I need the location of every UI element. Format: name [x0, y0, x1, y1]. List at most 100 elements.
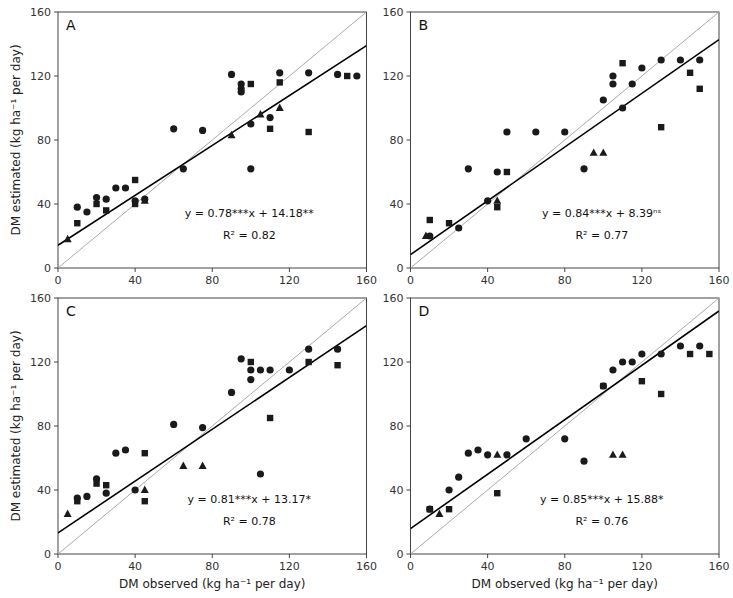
panel-label: B [419, 17, 429, 33]
point [638, 350, 645, 357]
y-tick [54, 140, 58, 141]
x-tick-label: 80 [205, 274, 219, 287]
point [334, 71, 341, 78]
point [122, 184, 129, 191]
point [474, 446, 481, 453]
point [580, 458, 587, 465]
point [494, 490, 500, 496]
regression-line [411, 40, 720, 255]
point [696, 56, 703, 63]
point [619, 104, 626, 111]
x-tick-label: 40 [128, 560, 142, 573]
point [629, 80, 636, 87]
point [83, 208, 90, 215]
y-tick [54, 362, 58, 363]
y-tick [407, 204, 411, 205]
point [276, 104, 284, 111]
x-tick [641, 554, 642, 558]
annotation: y = 0.78***x + 14.18** [185, 207, 314, 220]
y-tick-label: 0 [44, 548, 51, 561]
point [677, 56, 684, 63]
point [93, 194, 100, 201]
point [64, 510, 72, 517]
point [465, 450, 472, 457]
point [112, 184, 119, 191]
point [267, 415, 273, 421]
reference-line [411, 298, 720, 554]
point [427, 217, 433, 223]
y-tick [407, 298, 411, 299]
panel: 0408012016004080120160Cy = 0.81***x + 13… [9, 292, 377, 591]
point [344, 73, 350, 79]
panel-label: C [66, 303, 76, 319]
x-tick [564, 554, 565, 558]
y-tick-label: 80 [37, 134, 51, 147]
x-tick [410, 268, 411, 272]
point [658, 124, 664, 130]
point [334, 346, 341, 353]
annotation: y = 0.81***x + 13.17* [188, 493, 312, 506]
x-tick [212, 554, 213, 558]
point [687, 70, 693, 76]
point [142, 498, 148, 504]
reference-line [58, 298, 367, 554]
point [658, 350, 665, 357]
y-tick [54, 204, 58, 205]
plot-frame [58, 12, 367, 268]
point [561, 128, 568, 135]
x-tick-label: 160 [709, 274, 730, 287]
plot-area [411, 12, 720, 268]
point [266, 114, 273, 121]
plot-frame [411, 12, 720, 268]
x-tick-label: 40 [128, 274, 142, 287]
point [465, 165, 472, 172]
point [257, 366, 264, 373]
point [658, 391, 664, 397]
point [74, 204, 81, 211]
point [247, 165, 254, 172]
y-tick-label: 160 [383, 6, 404, 19]
point [305, 129, 311, 135]
y-tick [407, 268, 411, 269]
y-tick [54, 298, 58, 299]
y-tick-label: 40 [37, 484, 51, 497]
point [228, 389, 235, 396]
point [74, 498, 80, 504]
y-tick-label: 40 [390, 198, 404, 211]
point [561, 435, 568, 442]
point [180, 165, 187, 172]
x-tick-label: 40 [481, 560, 495, 573]
point [199, 462, 207, 469]
y-tick-label: 80 [390, 420, 404, 433]
point [83, 493, 90, 500]
x-tick-label: 0 [407, 560, 414, 573]
point [599, 148, 607, 155]
point [619, 60, 625, 66]
y-tick-label: 0 [397, 262, 404, 275]
y-tick [54, 490, 58, 491]
y-tick-label: 120 [383, 70, 404, 83]
point [600, 383, 606, 389]
regression-line [58, 326, 367, 533]
point [257, 470, 264, 477]
point [426, 506, 433, 513]
x-tick [564, 268, 565, 272]
point [609, 72, 616, 79]
point [93, 480, 99, 486]
x-tick [719, 554, 720, 558]
point [276, 69, 283, 76]
point [658, 56, 665, 63]
point [455, 474, 462, 481]
point [112, 450, 119, 457]
y-tick-label: 160 [30, 6, 51, 19]
point [132, 177, 138, 183]
y-tick-label: 40 [390, 484, 404, 497]
plot-frame [411, 298, 720, 554]
x-tick [641, 268, 642, 272]
chart: 0408012016004080120160Ay = 0.78***x + 14… [0, 0, 733, 598]
x-tick-label: 120 [279, 560, 300, 573]
point [93, 201, 99, 207]
x-tick-label: 0 [55, 560, 62, 573]
y-tick [54, 554, 58, 555]
point [493, 196, 501, 203]
